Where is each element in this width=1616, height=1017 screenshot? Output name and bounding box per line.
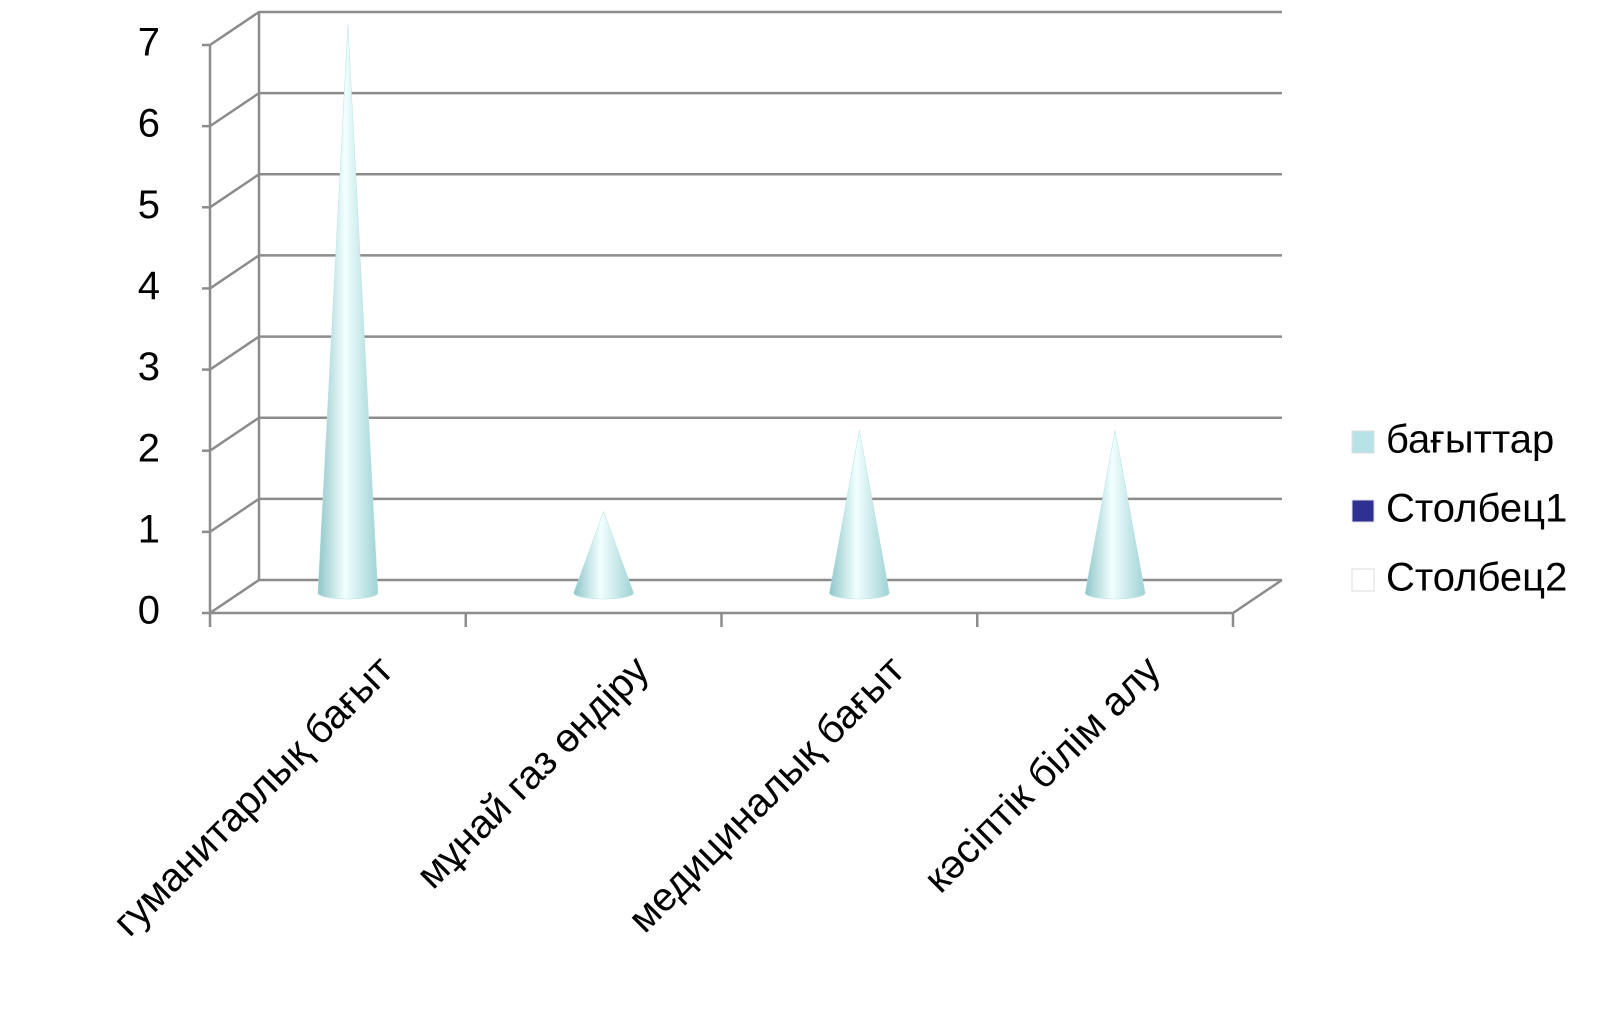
- y-tick-label: 0: [138, 589, 160, 633]
- legend-label: бағыттар: [1386, 418, 1554, 462]
- y-tick-label: 4: [138, 264, 160, 308]
- x-tick-label: кәсіптік білім алу: [916, 648, 1169, 901]
- grid-line: [209, 335, 1282, 371]
- legend-label: Столбец2: [1386, 556, 1567, 600]
- grid-line: [209, 173, 1282, 209]
- grid-line: [209, 10, 1282, 47]
- grid-line: [209, 254, 1282, 290]
- x-tick-label: мұнай газ өндіру: [408, 648, 657, 897]
- grid-line: [209, 416, 1282, 452]
- x-tick-label: медициналық бағыт: [620, 648, 913, 941]
- y-tick-label: 1: [138, 507, 160, 551]
- legend-label: Столбец1: [1386, 487, 1567, 531]
- legend-swatch: [1351, 568, 1375, 592]
- grid-line: [209, 91, 1282, 128]
- legend-swatch: [1351, 499, 1375, 523]
- cone: [829, 430, 890, 600]
- y-tick-label: 6: [138, 102, 160, 146]
- y-tick-label: 5: [138, 183, 160, 227]
- x-tick-label: гуманитарлық бағыт: [105, 648, 402, 945]
- grid-line: [209, 578, 1282, 615]
- y-tick-label: 2: [138, 426, 160, 470]
- y-tick-label: 7: [138, 21, 160, 65]
- cone: [573, 510, 634, 600]
- cone: [317, 24, 379, 600]
- legend-swatch: [1351, 430, 1375, 454]
- grid-line: [209, 497, 1282, 533]
- cone: [1084, 430, 1146, 600]
- y-tick-label: 3: [138, 345, 160, 389]
